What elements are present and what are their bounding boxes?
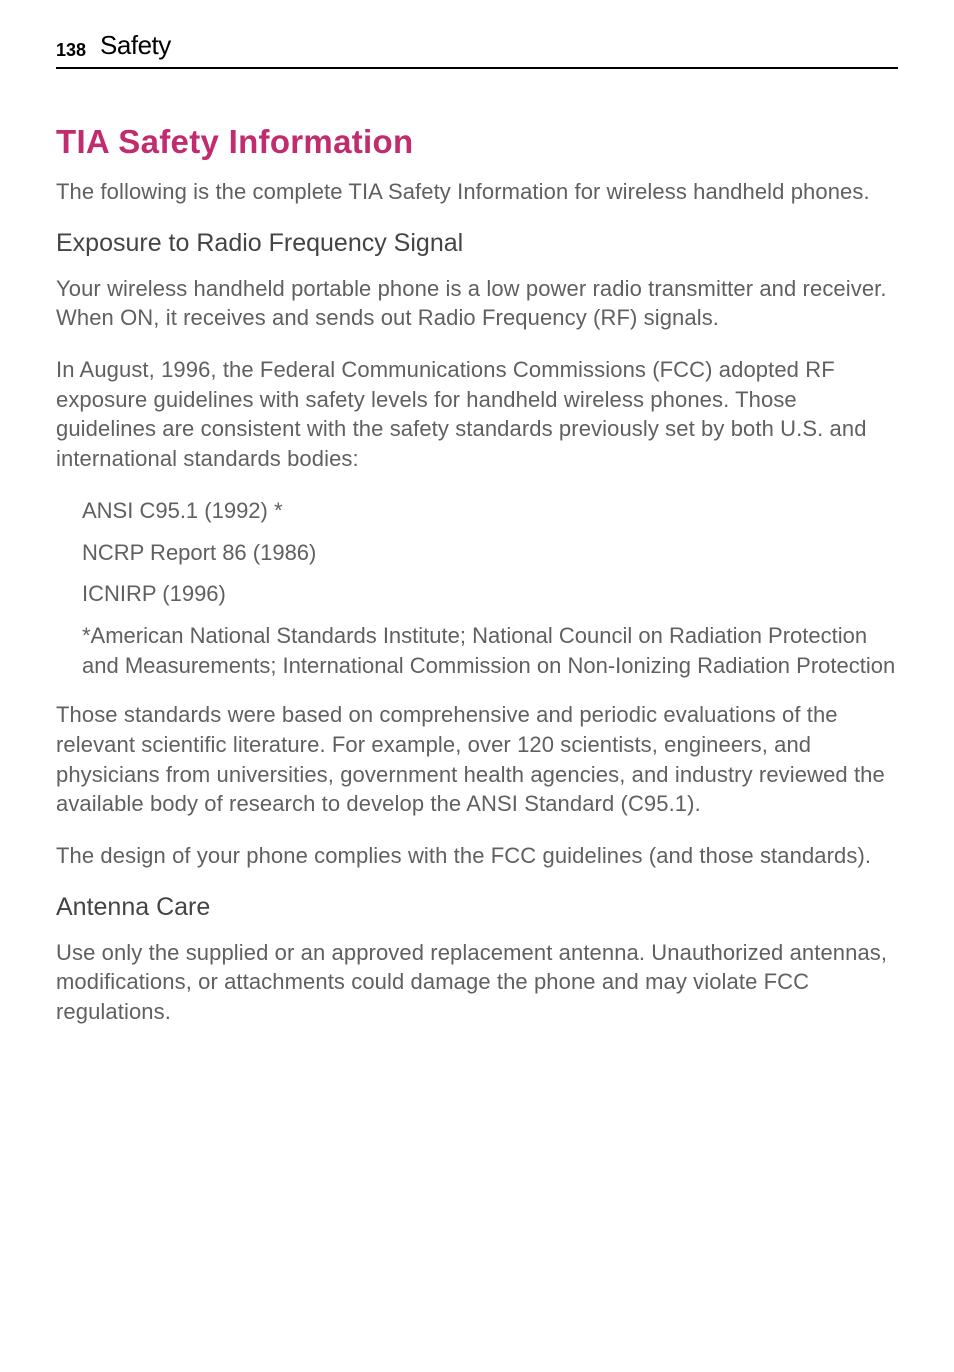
standards-list: ANSI C95.1 (1992) * NCRP Report 86 (1986… — [82, 496, 898, 680]
section-title: Safety — [100, 30, 171, 61]
standard-ncrp: NCRP Report 86 (1986) — [82, 538, 898, 568]
page-number: 138 — [56, 40, 86, 61]
page-header: 138 Safety — [56, 30, 898, 69]
document-page: 138 Safety TIA Safety Information The fo… — [0, 0, 954, 1089]
paragraph-evaluations: Those standards were based on comprehens… — [56, 700, 898, 819]
subheading-antenna: Antenna Care — [56, 893, 898, 922]
standard-icnirp: ICNIRP (1996) — [82, 579, 898, 609]
intro-paragraph: The following is the complete TIA Safety… — [56, 177, 898, 207]
paragraph-rf-signal: Your wireless handheld portable phone is… — [56, 274, 898, 333]
subheading-exposure: Exposure to Radio Frequency Signal — [56, 229, 898, 258]
standard-ansi: ANSI C95.1 (1992) * — [82, 496, 898, 526]
paragraph-antenna: Use only the supplied or an approved rep… — [56, 938, 898, 1027]
main-title: TIA Safety Information — [56, 123, 898, 161]
paragraph-fcc: In August, 1996, the Federal Communicati… — [56, 355, 898, 474]
standards-footnote: *American National Standards Institute; … — [82, 621, 898, 680]
paragraph-compliance: The design of your phone complies with t… — [56, 841, 898, 871]
